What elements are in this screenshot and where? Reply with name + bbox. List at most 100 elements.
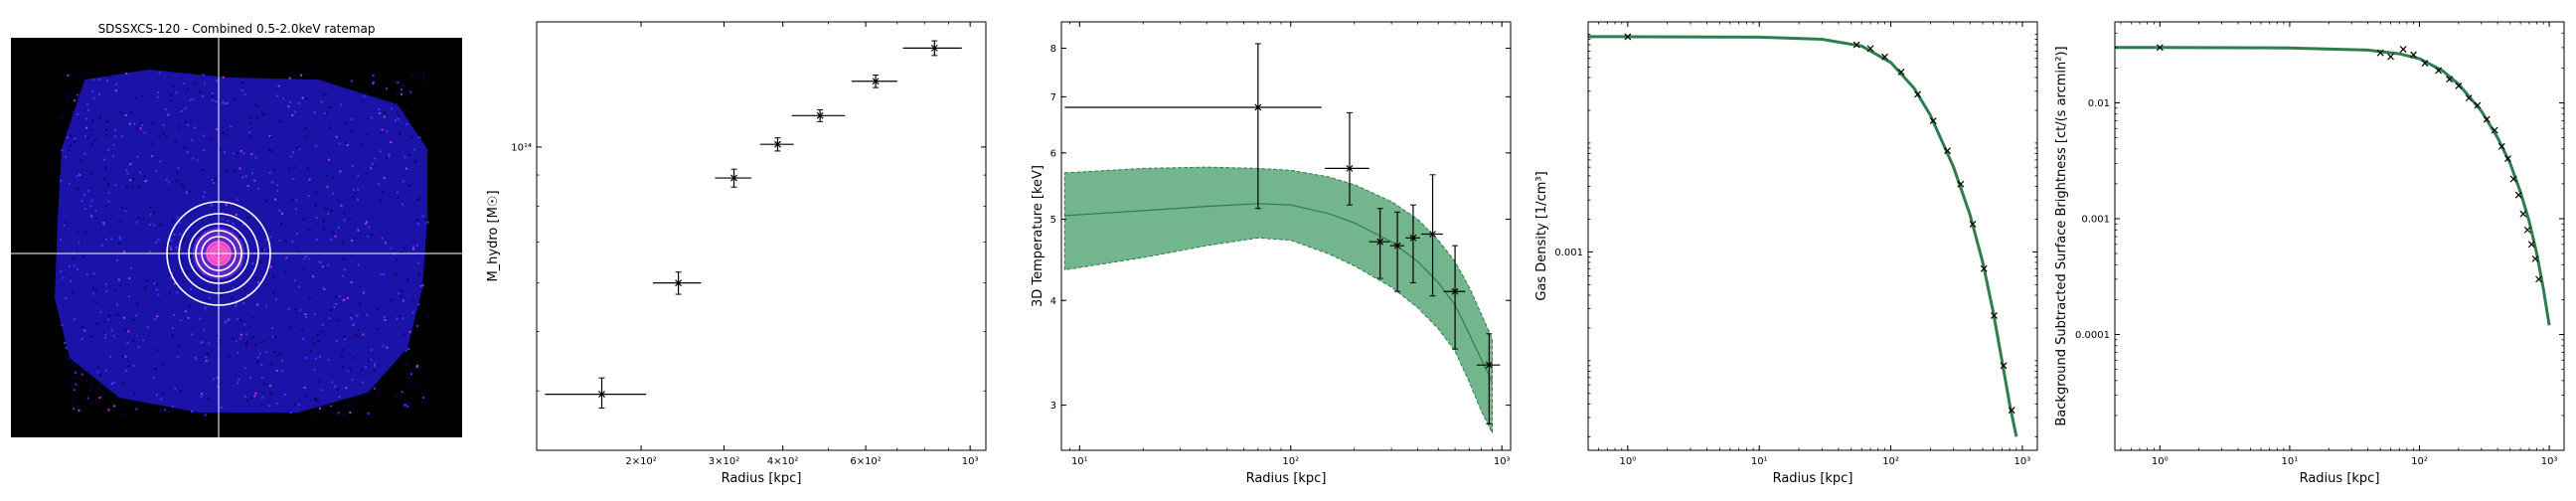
data-point xyxy=(2491,126,2498,134)
ratemap-title: SDSSXCS-120 - Combined 0.5-2.0keV ratema… xyxy=(98,22,376,36)
model-line xyxy=(1588,35,2018,437)
point-marker xyxy=(2376,49,2384,57)
point-marker xyxy=(675,279,683,287)
data-point xyxy=(2514,191,2522,199)
x-axis-label: Radius [kpc] xyxy=(2300,471,2380,486)
data-point xyxy=(2519,210,2527,218)
x-tick-label: 10² xyxy=(2411,456,2428,467)
point-marker xyxy=(1929,117,1937,125)
data-point xyxy=(1389,211,1405,292)
point-marker xyxy=(2509,175,2517,183)
y-tick-label: 7 xyxy=(1050,92,1056,103)
data-point xyxy=(545,377,647,410)
x-axis-label: Radius [kpc] xyxy=(1246,471,1327,486)
data-point xyxy=(759,137,794,152)
data-point xyxy=(2483,115,2491,123)
y-axis-label: Background Subtracted Surface Brightness… xyxy=(2054,46,2069,425)
plot-area xyxy=(545,40,962,410)
data-point xyxy=(2535,275,2542,283)
data-point xyxy=(2509,175,2517,183)
x-tick-label: 10¹ xyxy=(1071,456,1088,467)
ratemap-image xyxy=(11,38,462,437)
point-marker xyxy=(2527,241,2535,249)
point-marker xyxy=(1254,103,1262,111)
data-point xyxy=(2421,60,2429,67)
data-point xyxy=(1957,180,1965,188)
data-point xyxy=(2527,241,2535,249)
data-point xyxy=(1991,311,1998,319)
y-axis-label: 3D Temperature [keV] xyxy=(1031,165,1046,307)
point-marker xyxy=(2523,226,2531,234)
data-point xyxy=(1866,45,1874,53)
data-point xyxy=(2410,51,2417,59)
x-tick-label: 3×10² xyxy=(709,456,739,467)
point-marker xyxy=(1914,90,1922,98)
axes-frame xyxy=(1060,21,1512,451)
data-point xyxy=(902,40,962,57)
x-tick-label: 10³ xyxy=(1494,456,1511,467)
point-marker xyxy=(2156,44,2164,52)
x-tick-label: 10³ xyxy=(2014,456,2031,467)
point-marker xyxy=(2387,53,2394,61)
point-marker xyxy=(2399,46,2407,53)
point-marker xyxy=(2465,94,2473,102)
density-chart: 10⁰ 10¹ 10² 10³ 0.001 Radius [kpc] Gas Density… xyxy=(1534,21,2038,486)
model-confidence-band xyxy=(1063,166,1493,433)
axes-frame xyxy=(2114,21,2565,451)
data-point xyxy=(1325,111,1369,206)
point-marker xyxy=(2504,155,2511,162)
point-marker xyxy=(2435,67,2443,75)
data-point xyxy=(1897,69,1905,76)
data-point xyxy=(1405,204,1420,283)
plot-area xyxy=(2115,44,2551,326)
data-point xyxy=(2455,82,2463,89)
point-marker xyxy=(1409,234,1417,242)
x-tick-label: 10³ xyxy=(962,456,979,467)
x-tick-label: 10³ xyxy=(2541,456,2558,467)
point-marker xyxy=(1393,242,1401,250)
plot-area xyxy=(1588,33,2018,437)
x-tick-label: 2×10² xyxy=(625,456,656,467)
point-marker xyxy=(2000,362,2008,370)
point-marker xyxy=(2474,101,2482,109)
y-tick-label: 10¹⁴ xyxy=(511,142,532,153)
data-point xyxy=(715,168,752,188)
point-marker xyxy=(1881,53,1888,61)
point-marker xyxy=(774,140,781,148)
data-point xyxy=(1944,147,1952,155)
data-point xyxy=(2474,101,2482,109)
point-marker xyxy=(2519,210,2527,218)
data-point xyxy=(2531,254,2539,262)
data-point xyxy=(1980,264,1988,272)
data-point xyxy=(2376,49,2384,57)
plot-area xyxy=(1063,43,1501,433)
point-marker xyxy=(2410,51,2417,59)
point-marker xyxy=(730,174,737,182)
data-point xyxy=(1881,53,1888,61)
model-line xyxy=(1064,203,1494,383)
point-marker xyxy=(2535,275,2542,283)
point-marker xyxy=(2491,126,2498,134)
point-marker xyxy=(1969,221,1977,228)
y-tick-label: 8 xyxy=(1050,44,1056,55)
point-marker xyxy=(1866,45,1874,53)
x-tick-label: 10¹ xyxy=(1751,456,1768,467)
point-marker xyxy=(1897,69,1905,76)
data-point xyxy=(791,108,846,122)
hydrostatic-mass-chart: 2×10² 3×10² 4×10² 6×10² 10³ 10¹⁴ Radius [kpc] M… xyxy=(486,21,987,486)
y-tick-label: 5 xyxy=(1050,215,1056,226)
point-marker xyxy=(2514,191,2522,199)
point-marker xyxy=(1376,238,1384,246)
point-marker xyxy=(872,78,880,85)
data-point xyxy=(1969,221,1977,228)
x-tick-label: 10⁰ xyxy=(2152,456,2169,467)
point-marker xyxy=(1485,361,1493,369)
x-axis-label: Radius [kpc] xyxy=(722,471,802,486)
y-tick-label: 0.001 xyxy=(2081,214,2110,225)
point-marker xyxy=(1852,41,1860,49)
x-tick-label: 4×10² xyxy=(767,456,798,467)
point-marker xyxy=(2483,115,2491,123)
y-tick-label: 0.0001 xyxy=(2075,330,2110,341)
model-line xyxy=(2115,46,2551,326)
